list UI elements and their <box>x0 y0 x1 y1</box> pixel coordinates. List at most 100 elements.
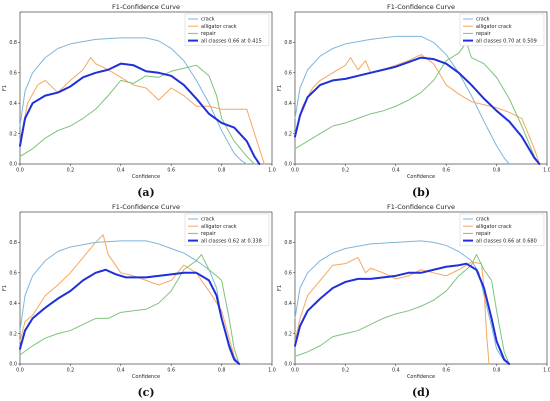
series-line-3 <box>294 41 540 165</box>
x-tick-label: 0.0 <box>291 368 299 374</box>
x-tick-label: 0.2 <box>67 368 75 374</box>
legend-frame <box>184 13 270 47</box>
x-tick-label: 0.6 <box>442 168 450 174</box>
x-tick-label: 0.4 <box>392 368 400 374</box>
legend-frame <box>459 13 545 47</box>
legend-entry: repair <box>201 31 217 37</box>
x-tick-label: 0.6 <box>442 368 450 374</box>
y-tick-label: 0.2 <box>9 131 17 137</box>
x-tick-label: 0.4 <box>117 168 125 174</box>
panel-label: (d) <box>412 386 430 399</box>
plot-frame <box>294 211 548 365</box>
chart-panel-4: F1-Confidence Curve 0.0 0.2 0.4 0.6 0.8 1.0 0.0… <box>277 203 550 399</box>
series-line-2 <box>294 257 490 365</box>
x-tick-label: 0.2 <box>342 368 350 374</box>
series-line-4 <box>294 262 511 365</box>
legend-entry: crack <box>476 17 490 23</box>
y-tick-label: 0.8 <box>9 40 17 46</box>
x-tick-label: 0.6 <box>167 168 175 174</box>
y-tick-label: 0.8 <box>9 240 17 246</box>
y-tick-label: 0.4 <box>9 101 17 107</box>
y-tick-label: 0.0 <box>284 362 292 368</box>
series-line-1 <box>294 240 510 365</box>
legend-entry: repair <box>476 31 492 37</box>
panel-label: (c) <box>137 386 154 399</box>
plot-frame <box>19 211 273 365</box>
y-tick-label: 0.2 <box>284 331 292 337</box>
legend-entry: all classes 0.62 at 0.338 <box>201 238 262 244</box>
y-tick-label: 0.2 <box>9 331 17 337</box>
series-line-1 <box>19 37 248 165</box>
y-tick-label: 0.4 <box>9 301 17 307</box>
chart-title: F1-Confidence Curve <box>387 3 455 11</box>
y-tick-label: 0.6 <box>284 271 292 277</box>
series-line-2 <box>19 57 265 165</box>
chart-title: F1-Confidence Curve <box>112 203 180 211</box>
legend-entry: repair <box>476 231 492 237</box>
x-axis-label: Confidence <box>407 174 435 180</box>
y-tick-label: 0.8 <box>284 40 292 46</box>
legend-frame <box>459 213 545 247</box>
x-tick-label: 0.4 <box>117 368 125 374</box>
chart-panel-3: F1-Confidence Curve 0.0 0.2 0.4 0.6 0.8 1.0 0.0… <box>2 203 276 399</box>
x-tick-label: 0.6 <box>167 368 175 374</box>
y-tick-label: 0.6 <box>284 71 292 77</box>
legend-entry: alligator crack <box>476 24 512 30</box>
x-tick-label: 0.2 <box>67 168 75 174</box>
legend-entry: alligator crack <box>476 224 512 230</box>
y-axis-label: F1 <box>2 285 8 291</box>
y-tick-label: 0.8 <box>284 240 292 246</box>
y-tick-label: 0.6 <box>9 71 17 77</box>
legend-entry: all classes 0.66 at 0.680 <box>476 238 537 244</box>
legend-entry: crack <box>201 217 215 223</box>
series-line-4 <box>294 56 541 165</box>
x-tick-label: 1.0 <box>543 368 550 374</box>
x-tick-label: 0.8 <box>493 368 501 374</box>
legend-entry: alligator crack <box>201 224 237 230</box>
y-tick-label: 0.6 <box>9 271 17 277</box>
y-tick-label: 0.0 <box>284 162 292 168</box>
legend-entry: crack <box>201 17 215 23</box>
panel-label: (a) <box>137 186 155 199</box>
x-tick-label: 0.4 <box>392 168 400 174</box>
x-axis-label: Confidence <box>132 174 160 180</box>
x-tick-label: 0.8 <box>218 368 226 374</box>
series-line-3 <box>19 64 255 165</box>
y-tick-label: 0.4 <box>284 101 292 107</box>
chart-title: F1-Confidence Curve <box>387 203 455 211</box>
legend-frame <box>184 213 270 247</box>
chart-panel-2: F1-Confidence Curve 0.0 0.2 0.4 0.6 0.8 1.0 0.0… <box>277 3 550 199</box>
legend-entry: all classes 0.70 at 0.509 <box>476 38 537 44</box>
plot-frame <box>294 11 548 165</box>
series-line-1 <box>294 35 510 165</box>
legend-entry: crack <box>476 217 490 223</box>
x-tick-label: 0.2 <box>342 168 350 174</box>
series-line-2 <box>294 54 540 165</box>
series-line-4 <box>19 62 261 165</box>
x-tick-label: 0.0 <box>16 368 24 374</box>
legend-entry: alligator crack <box>201 24 237 30</box>
x-tick-label: 1.0 <box>268 368 276 374</box>
chart-title: F1-Confidence Curve <box>112 3 180 11</box>
x-axis-label: Confidence <box>132 374 160 380</box>
panel-label: (b) <box>412 186 430 199</box>
x-tick-label: 0.8 <box>493 168 501 174</box>
legend-entry: repair <box>201 231 217 237</box>
series-line-3 <box>19 254 240 365</box>
y-tick-label: 0.4 <box>284 301 292 307</box>
y-axis-label: F1 <box>277 85 283 91</box>
x-tick-label: 0.0 <box>16 168 24 174</box>
series-line-4 <box>19 268 241 365</box>
x-axis-label: Confidence <box>407 374 435 380</box>
y-axis-label: F1 <box>2 85 8 91</box>
series-line-2 <box>19 234 240 365</box>
y-axis-label: F1 <box>277 285 283 291</box>
x-tick-label: 1.0 <box>543 168 550 174</box>
y-tick-label: 0.0 <box>9 162 17 168</box>
x-tick-label: 0.8 <box>218 168 226 174</box>
